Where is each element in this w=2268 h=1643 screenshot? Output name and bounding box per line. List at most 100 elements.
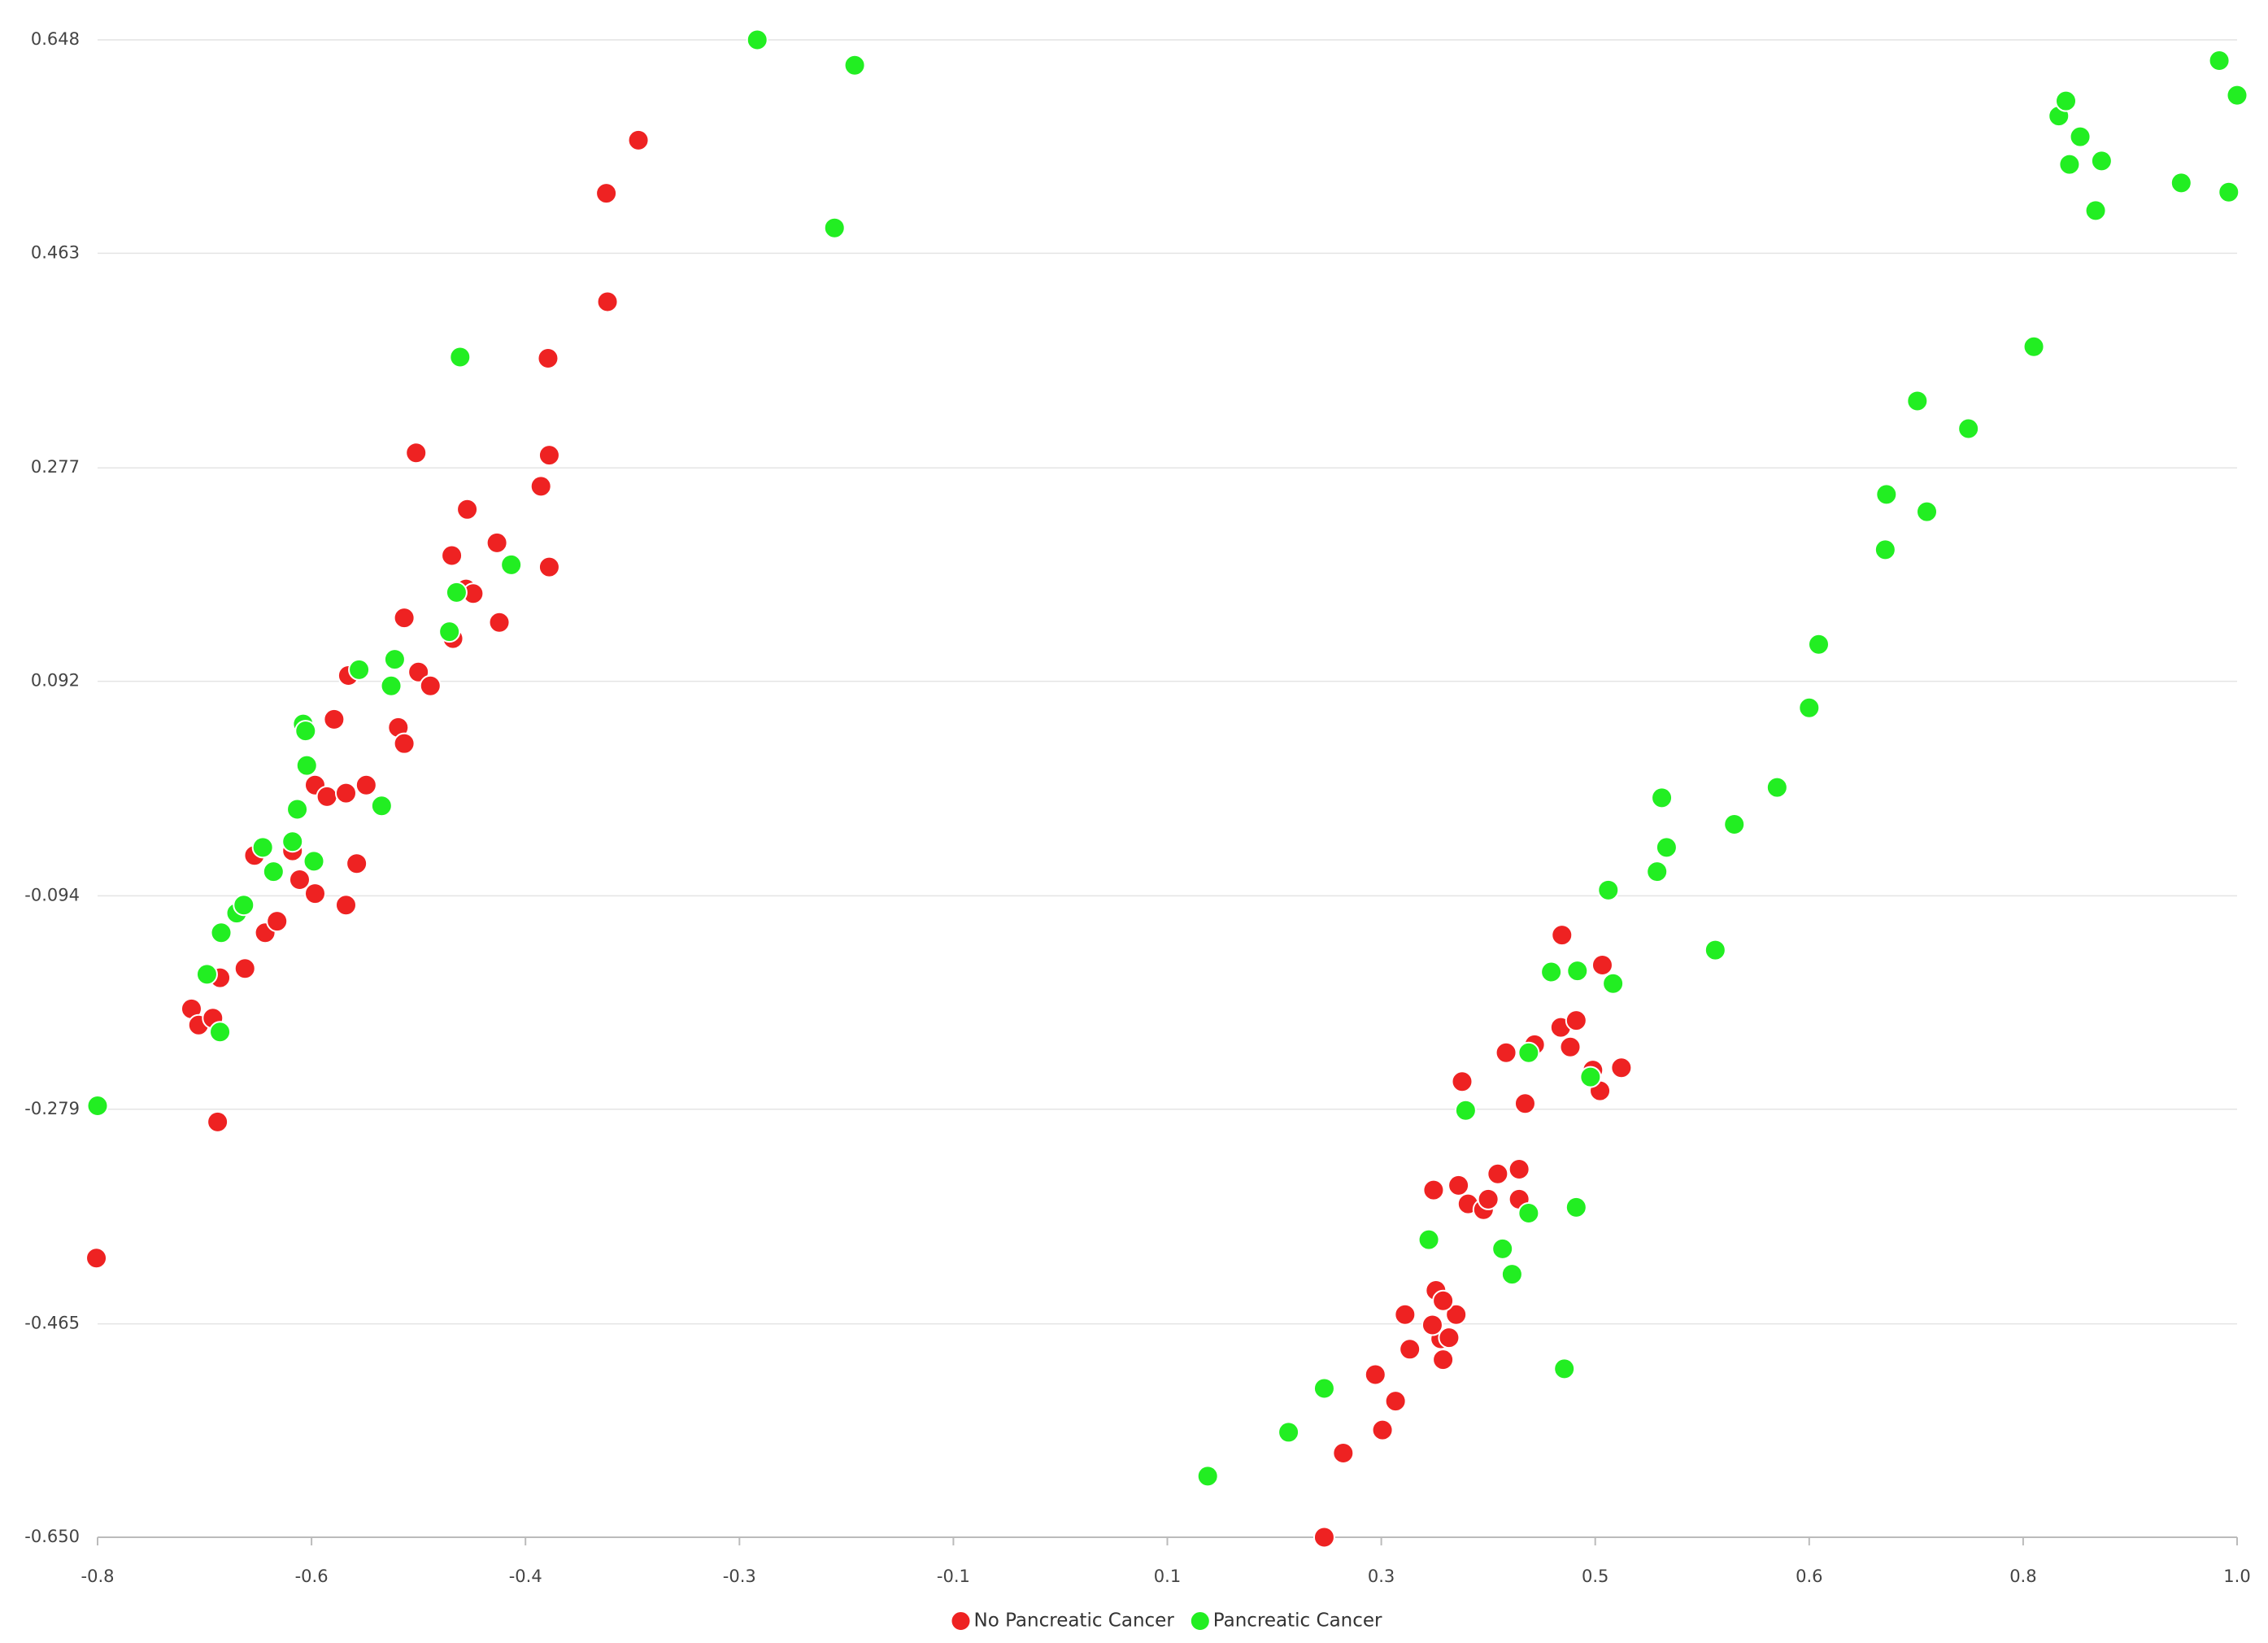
point	[2055, 89, 2078, 112]
point	[1553, 1358, 1576, 1380]
point	[281, 830, 304, 853]
point	[2170, 172, 2192, 194]
point	[537, 346, 559, 369]
point	[1196, 1465, 1219, 1488]
point	[1421, 1314, 1443, 1336]
point	[1422, 1179, 1445, 1201]
point	[595, 182, 618, 205]
point	[1591, 954, 1613, 977]
point	[1451, 1070, 1474, 1093]
point	[1500, 1263, 1523, 1286]
y-tick-label: -0.650	[24, 1527, 80, 1546]
point	[1916, 500, 1939, 523]
point	[1602, 972, 1625, 995]
point	[1312, 1377, 1335, 1400]
point	[2218, 181, 2240, 203]
point	[1579, 1066, 1602, 1088]
point	[529, 475, 552, 498]
point	[1447, 1174, 1470, 1196]
point	[1417, 1228, 1440, 1251]
point	[2226, 84, 2248, 107]
point	[627, 129, 650, 151]
point	[209, 1021, 232, 1044]
point	[1491, 1237, 1514, 1260]
x-tick-label: 0.6	[1796, 1567, 1822, 1586]
point	[1551, 924, 1574, 947]
x-tick-label: 0.3	[1368, 1567, 1395, 1586]
point	[1765, 776, 1788, 799]
point	[1278, 1421, 1300, 1444]
x-tick-label: -0.8	[81, 1567, 115, 1586]
point	[438, 621, 461, 643]
y-tick-label: 0.648	[31, 29, 80, 49]
y-tick-label: -0.465	[24, 1314, 80, 1333]
point	[1655, 836, 1678, 859]
legend-marker	[1189, 1610, 1211, 1632]
point	[210, 922, 233, 944]
point	[393, 607, 416, 630]
point	[485, 531, 508, 554]
point	[1517, 1201, 1540, 1224]
point	[1723, 813, 1746, 835]
x-tick-label: -0.6	[295, 1567, 329, 1586]
point	[1875, 483, 1898, 506]
point	[449, 346, 472, 368]
point	[393, 732, 416, 755]
point	[823, 216, 846, 239]
point	[207, 1110, 229, 1133]
point	[303, 883, 326, 905]
point	[1487, 1162, 1509, 1185]
point	[288, 869, 311, 891]
point	[407, 660, 430, 683]
point	[456, 498, 479, 521]
point	[445, 581, 468, 604]
point	[1513, 1092, 1536, 1115]
point	[334, 894, 357, 917]
point	[1364, 1363, 1386, 1386]
point	[1565, 1009, 1587, 1032]
point	[1559, 1035, 1582, 1058]
point	[2058, 153, 2081, 176]
legend-marker	[950, 1610, 972, 1632]
point	[355, 774, 377, 796]
point	[441, 544, 464, 567]
legend: No Pancreatic Cancer Pancreatic Cancer	[950, 1610, 1382, 1632]
point	[538, 556, 560, 578]
x-tick-label: 0.1	[1154, 1567, 1181, 1586]
y-tick-label: -0.279	[24, 1099, 80, 1118]
point	[1445, 1303, 1468, 1326]
x-tick-label: -0.3	[723, 1567, 756, 1586]
x-tick-label: 0.5	[1582, 1567, 1608, 1586]
legend-label: No Pancreatic Cancer	[974, 1610, 1175, 1632]
y-tick-label: 0.092	[31, 671, 80, 691]
point	[1432, 1349, 1455, 1371]
point	[262, 861, 285, 883]
point	[1565, 1196, 1587, 1218]
point	[538, 444, 560, 467]
point	[2022, 335, 2045, 358]
point	[370, 795, 393, 817]
point	[251, 836, 274, 859]
point	[85, 1247, 108, 1270]
point	[294, 720, 317, 743]
point	[295, 754, 318, 777]
point	[266, 910, 289, 933]
point	[1438, 1327, 1460, 1349]
point	[86, 1095, 109, 1118]
point	[1454, 1099, 1477, 1122]
point	[746, 28, 768, 51]
point	[233, 957, 256, 980]
point	[195, 963, 218, 986]
point	[1495, 1041, 1517, 1064]
point	[1651, 787, 1674, 809]
point	[1540, 961, 1563, 983]
point	[334, 782, 357, 804]
x-tick-label: 1.0	[2223, 1567, 2250, 1586]
point	[1332, 1441, 1355, 1464]
point	[1906, 390, 1929, 412]
point	[1798, 696, 1821, 719]
point	[1384, 1390, 1407, 1413]
point	[488, 611, 511, 634]
point	[1371, 1419, 1394, 1441]
